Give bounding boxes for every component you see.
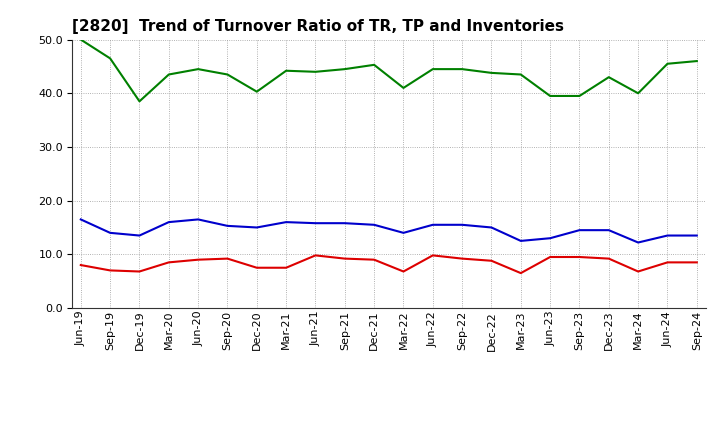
Trade Payables: [693, 233, 701, 238]
Inventories: [194, 66, 202, 72]
Trade Receivables: [311, 253, 320, 258]
Text: [2820]  Trend of Turnover Ratio of TR, TP and Inventories: [2820] Trend of Turnover Ratio of TR, TP…: [72, 19, 564, 34]
Trade Payables: [487, 225, 496, 230]
Trade Receivables: [135, 269, 144, 274]
Inventories: [135, 99, 144, 104]
Trade Receivables: [693, 260, 701, 265]
Trade Payables: [282, 220, 290, 225]
Inventories: [663, 61, 672, 66]
Inventories: [487, 70, 496, 76]
Trade Payables: [164, 220, 173, 225]
Trade Payables: [458, 222, 467, 227]
Trade Payables: [575, 227, 584, 233]
Trade Receivables: [458, 256, 467, 261]
Trade Payables: [76, 217, 85, 222]
Inventories: [546, 93, 554, 99]
Inventories: [311, 69, 320, 74]
Trade Payables: [253, 225, 261, 230]
Trade Payables: [546, 235, 554, 241]
Inventories: [693, 59, 701, 64]
Trade Receivables: [399, 269, 408, 274]
Inventories: [605, 74, 613, 80]
Trade Payables: [194, 217, 202, 222]
Inventories: [516, 72, 525, 77]
Inventories: [399, 85, 408, 91]
Inventories: [106, 56, 114, 61]
Trade Payables: [135, 233, 144, 238]
Trade Receivables: [106, 268, 114, 273]
Trade Receivables: [223, 256, 232, 261]
Line: Trade Payables: Trade Payables: [81, 220, 697, 242]
Trade Payables: [428, 222, 437, 227]
Inventories: [634, 91, 642, 96]
Inventories: [370, 62, 379, 67]
Trade Payables: [223, 223, 232, 228]
Line: Inventories: Inventories: [81, 40, 697, 101]
Trade Receivables: [253, 265, 261, 270]
Trade Receivables: [341, 256, 349, 261]
Trade Receivables: [194, 257, 202, 262]
Trade Receivables: [487, 258, 496, 264]
Trade Receivables: [546, 254, 554, 260]
Trade Receivables: [164, 260, 173, 265]
Trade Payables: [370, 222, 379, 227]
Trade Receivables: [282, 265, 290, 270]
Inventories: [458, 66, 467, 72]
Inventories: [282, 68, 290, 73]
Inventories: [164, 72, 173, 77]
Trade Receivables: [663, 260, 672, 265]
Trade Receivables: [428, 253, 437, 258]
Trade Receivables: [370, 257, 379, 262]
Trade Payables: [399, 230, 408, 235]
Trade Payables: [634, 240, 642, 245]
Inventories: [253, 89, 261, 94]
Inventories: [428, 66, 437, 72]
Line: Trade Receivables: Trade Receivables: [81, 255, 697, 273]
Trade Payables: [516, 238, 525, 244]
Trade Receivables: [516, 271, 525, 276]
Trade Payables: [106, 230, 114, 235]
Trade Receivables: [605, 256, 613, 261]
Inventories: [575, 93, 584, 99]
Trade Payables: [311, 220, 320, 226]
Trade Payables: [605, 227, 613, 233]
Trade Receivables: [634, 269, 642, 274]
Inventories: [341, 66, 349, 72]
Trade Receivables: [575, 254, 584, 260]
Trade Receivables: [76, 262, 85, 268]
Inventories: [223, 72, 232, 77]
Trade Payables: [341, 220, 349, 226]
Trade Payables: [663, 233, 672, 238]
Inventories: [76, 37, 85, 42]
